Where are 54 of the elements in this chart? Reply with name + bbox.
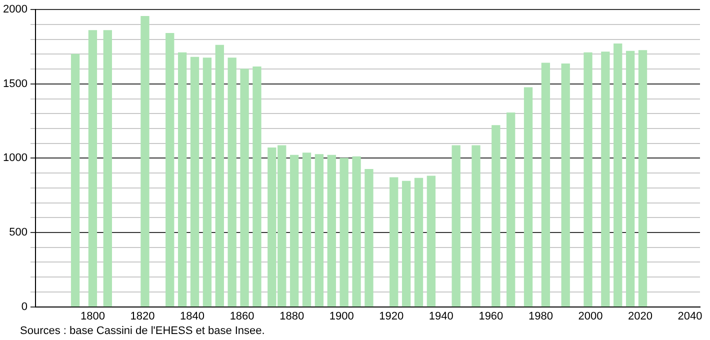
y-tick-label: 1500 bbox=[2, 78, 28, 90]
bar bbox=[178, 52, 187, 307]
x-tick-label: 2040 bbox=[678, 310, 702, 322]
bar bbox=[472, 145, 480, 307]
y-tick-label: 500 bbox=[9, 226, 28, 239]
bar bbox=[584, 52, 592, 307]
x-tick-label: 2020 bbox=[628, 310, 653, 322]
bar bbox=[601, 52, 610, 307]
bar bbox=[614, 43, 622, 307]
bar bbox=[638, 50, 648, 307]
bar bbox=[140, 16, 150, 307]
source-note: Sources : base Cassini de l'EHESS et base Insee. bbox=[20, 325, 265, 337]
bar bbox=[524, 87, 533, 307]
bar bbox=[166, 33, 174, 307]
bar bbox=[202, 58, 212, 307]
bar bbox=[340, 158, 348, 307]
y-tick-label: 2000 bbox=[2, 4, 28, 16]
bar bbox=[228, 58, 236, 307]
bar bbox=[452, 145, 460, 307]
y-tick-label: 0 bbox=[21, 300, 28, 313]
x-tick-label: 1980 bbox=[528, 310, 553, 322]
bar bbox=[541, 62, 550, 307]
bar bbox=[390, 177, 398, 307]
bar bbox=[426, 176, 436, 307]
bar bbox=[492, 125, 500, 307]
x-tick-label: 2000 bbox=[578, 310, 603, 322]
bar bbox=[314, 154, 324, 307]
bar bbox=[190, 56, 200, 307]
bar bbox=[88, 30, 98, 307]
bar bbox=[626, 50, 635, 307]
bar bbox=[70, 54, 80, 307]
x-tick-label: 1840 bbox=[180, 310, 205, 322]
x-tick-label: 1860 bbox=[230, 310, 254, 322]
x-tick-label: 1800 bbox=[80, 310, 105, 322]
x-tick-label: 1940 bbox=[428, 310, 454, 322]
bar bbox=[103, 30, 112, 307]
x-tick-label: 1900 bbox=[329, 310, 354, 322]
x-tick-label: 1920 bbox=[379, 310, 404, 322]
bar bbox=[252, 66, 262, 307]
bar bbox=[215, 44, 224, 307]
bar bbox=[364, 169, 374, 307]
bar bbox=[352, 156, 361, 307]
bar bbox=[240, 68, 249, 307]
bar bbox=[290, 154, 299, 307]
bar bbox=[414, 178, 424, 307]
x-tick-label: 1820 bbox=[130, 310, 155, 322]
bar bbox=[402, 180, 411, 307]
y-tick-label: 1000 bbox=[2, 152, 28, 164]
x-tick-label: 1880 bbox=[280, 310, 304, 322]
bar bbox=[561, 64, 570, 307]
bar bbox=[327, 154, 336, 307]
x-tick-label: 1960 bbox=[478, 310, 504, 322]
bar bbox=[506, 112, 516, 307]
bar bbox=[302, 152, 312, 307]
